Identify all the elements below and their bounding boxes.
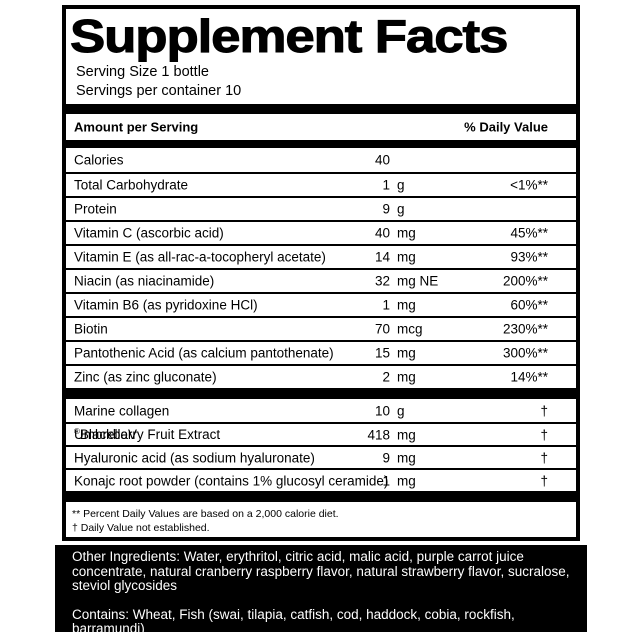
- daily-value: 45%**: [510, 225, 548, 241]
- table-row: Vitamin E (as all-rac-a-tocopheryl aceta…: [66, 244, 576, 268]
- amount-value: 9: [382, 201, 390, 217]
- amount-unit: mg NE: [397, 273, 439, 289]
- nutrient-name: Pantothenic Acid (as calcium pantothenat…: [74, 345, 334, 361]
- daily-value: 230%**: [502, 321, 548, 337]
- nutrient-name: Vitamin B6 (as pyridoxine HCl): [74, 297, 258, 313]
- amount-value: 70: [374, 321, 390, 337]
- amount-value: 40: [374, 225, 390, 241]
- table-row: Pantothenic Acid (as calcium pantothenat…: [66, 340, 576, 364]
- amount-value: 1: [382, 473, 390, 488]
- daily-value-dagger: †: [540, 450, 548, 465]
- nutrient-name: Biotin: [74, 321, 108, 337]
- footnote-percent-daily-values: ** Percent Daily Values are based on a 2…: [72, 508, 339, 520]
- table-row: Vitamin B6 (as pyridoxine HCl) 1 mg 60%*…: [66, 292, 576, 316]
- amount-value: 418: [367, 427, 390, 442]
- registered-trademark-symbol: ®: [74, 426, 80, 436]
- daily-value: <1%**: [510, 177, 548, 193]
- table-row: Calories 40: [66, 148, 576, 172]
- daily-value: 200%**: [502, 273, 548, 289]
- amount-unit: mg: [397, 427, 416, 442]
- amount-value: 14: [374, 249, 390, 265]
- servings-per-container: Servings per container 10: [76, 82, 242, 99]
- amount-unit: mg: [397, 249, 416, 265]
- thick-rule-bottom: [66, 491, 576, 502]
- table-row: Zinc (as zinc gluconate) 2 mg 14%**: [66, 364, 576, 388]
- nutrient-name: Vitamin C (ascorbic acid): [74, 225, 224, 241]
- other-actives-table: Marine collagen 10 g † UmbrellaV ® Blackb…: [66, 399, 576, 491]
- nutrient-name: Calories: [74, 152, 124, 168]
- column-header-amount: Amount per Serving: [74, 119, 199, 135]
- amount-value: 32: [374, 273, 390, 289]
- amount-unit: mg: [397, 450, 416, 465]
- column-header-daily-value: % Daily Value: [464, 119, 548, 135]
- amount-unit: mg: [397, 225, 416, 241]
- table-row: Protein 9 g: [66, 196, 576, 220]
- daily-value-dagger: †: [540, 427, 548, 442]
- thick-rule-top: [66, 104, 576, 114]
- amount-unit: mg: [397, 345, 416, 361]
- table-row: Vitamin C (ascorbic acid) 40 mg 45%**: [66, 220, 576, 244]
- daily-value: 300%**: [502, 345, 548, 361]
- amount-unit: g: [397, 403, 405, 418]
- amount-unit: g: [397, 177, 405, 193]
- table-row: Hyaluronic acid (as sodium hyaluronate) …: [66, 445, 576, 468]
- footnote-daily-value-not-established: † Daily Value not established.: [72, 521, 210, 534]
- column-header-row: Amount per Serving % Daily Value: [66, 114, 576, 140]
- amount-unit: g: [397, 201, 405, 217]
- nutrient-name: Zinc (as zinc gluconate): [74, 369, 217, 385]
- thick-rule-mid: [66, 388, 576, 399]
- nutrient-name: Vitamin E (as all-rac-a-tocopheryl aceta…: [74, 249, 326, 265]
- table-row: Niacin (as niacinamide) 32 mg NE 200%**: [66, 268, 576, 292]
- nutrient-name: Marine collagen: [74, 403, 170, 418]
- contains-allergens-text: Contains: Wheat, Fish (swai, tilapia, ca…: [72, 606, 515, 636]
- amount-value: 9: [382, 450, 390, 465]
- nutrient-name: Protein: [74, 201, 117, 217]
- supplement-facts-panel: Supplement Facts Serving Size 1 bottle S…: [62, 5, 580, 541]
- daily-value: 60%**: [510, 297, 548, 313]
- amount-value: 40: [374, 152, 390, 168]
- amount-value: 1: [382, 177, 390, 193]
- table-row: Total Carbohydrate 1 g <1%**: [66, 172, 576, 196]
- nutrient-name: Niacin (as niacinamide): [74, 273, 215, 289]
- nutrient-name: Total Carbohydrate: [74, 177, 189, 193]
- nutrients-table: Calories 40 Total Carbohydrate 1 g <1%**…: [66, 148, 576, 388]
- medium-rule: [66, 140, 576, 148]
- nutrient-name: UmbrellaV ® Blackberry Fruit Extract: [74, 426, 220, 442]
- nutrient-name: Hyaluronic acid (as sodium hyaluronate): [74, 450, 315, 465]
- amount-value: 10: [374, 403, 390, 418]
- ingredients-panel: Other Ingredients: Water, erythritol, ci…: [55, 545, 587, 636]
- amount-value: 15: [374, 345, 390, 361]
- panel-title: Supplement Facts: [69, 10, 509, 63]
- footnotes: ** Percent Daily Values are based on a 2…: [72, 508, 576, 535]
- amount-unit: mg: [397, 473, 416, 488]
- daily-value: 14%**: [510, 369, 548, 385]
- amount-unit: mcg: [397, 321, 423, 337]
- table-row: Biotin 70 mcg 230%**: [66, 316, 576, 340]
- nutrient-name-rest: Blackberry Fruit Extract: [79, 427, 221, 442]
- serving-size: Serving Size 1 bottle: [76, 64, 209, 80]
- daily-value-dagger: †: [540, 403, 548, 418]
- daily-value: 93%**: [510, 249, 548, 265]
- amount-value: 1: [382, 297, 390, 313]
- other-ingredients-text: Other Ingredients: Water, erythritol, ci…: [72, 549, 570, 593]
- table-row: UmbrellaV ® Blackberry Fruit Extract 418 …: [66, 422, 576, 445]
- amount-unit: mg: [397, 297, 416, 313]
- brand-name: UmbrellaV: [74, 427, 138, 442]
- amount-value: 2: [382, 369, 390, 385]
- daily-value-dagger: †: [540, 473, 548, 488]
- table-row: Konajc root powder (contains 1% glucosyl…: [66, 468, 576, 491]
- nutrient-name: Konajc root powder (contains 1% glucosyl…: [74, 473, 389, 488]
- amount-unit: mg: [397, 369, 416, 385]
- table-row: Marine collagen 10 g †: [66, 399, 576, 422]
